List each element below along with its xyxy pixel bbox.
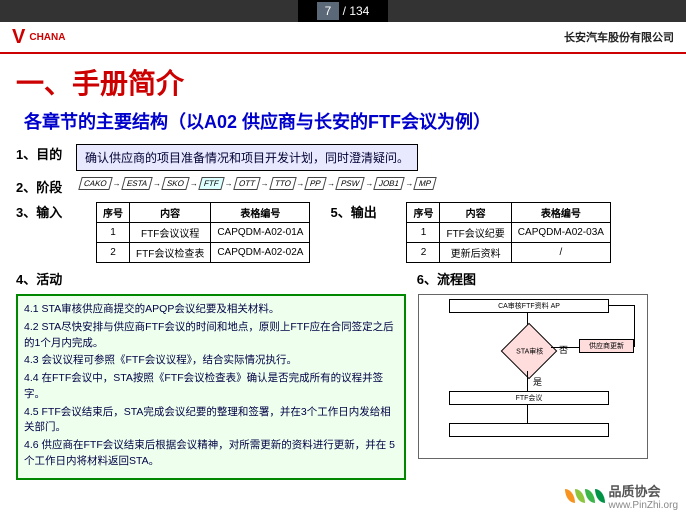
fc-node-3: FTF会议	[449, 391, 609, 405]
label-purpose: 1、目的	[16, 144, 76, 163]
heading-2: 各章节的主要结构（以A02 供应商与长安的FTF会议为例）	[16, 108, 670, 134]
label-phase: 2、阶段	[16, 177, 76, 196]
flowchart: CA审核FTF资料 AP STA审核 否 供应商更新 是 FTF会议	[418, 294, 648, 459]
fc-no: 否	[559, 343, 568, 356]
activity-item: 4.5 FTF会议结束后，STA完成会议纪要的整理和签署，并在3个工作日内发给相…	[24, 405, 398, 437]
wm-text-2: www.PinZhi.org	[609, 500, 678, 511]
page-current: 7	[317, 2, 340, 20]
content: 一、手册简介 各章节的主要结构（以A02 供应商与长安的FTF会议为例） 1、目…	[0, 54, 686, 488]
page-counter: 7 / 134	[298, 0, 388, 22]
activity-item: 4.2 STA尽快安排与供应商FTF会议的时间和地点，原则上FTF应在合同签定之…	[24, 320, 398, 352]
output-table: 序号内容表格编号1FTF会议纪要CAPQDM-A02-03A2更新后资料/	[406, 202, 610, 263]
phase-sko: SKO	[161, 177, 189, 190]
header: V CHANA 长安汽车股份有限公司	[0, 22, 686, 54]
input-table: 序号内容表格编号1FTF会议议程CAPQDM-A02-01A2FTF会议检查表C…	[96, 202, 310, 263]
fc-yes: 是	[533, 375, 542, 388]
fc-decision: STA审核	[501, 323, 558, 380]
logo-icon: V	[12, 26, 25, 49]
activity-item: 4.3 会议议程可参照《FTF会议议程》，结合实际情况执行。	[24, 353, 398, 369]
phases-container: CAKO→ESTA→SKO→FTF→OTT→TTO→PP→PSW→JOB1→MP	[80, 177, 435, 190]
page-total: 134	[349, 4, 369, 18]
activity-item: 4.1 STA审核供应商提交的APQP会议纪要及相关材料。	[24, 302, 398, 318]
phase-mp: MP	[414, 177, 437, 190]
logo-text: CHANA	[29, 32, 65, 43]
activity-item: 4.4 在FTF会议中，STA按照《FTF会议检查表》确认是否完成所有的议程并签…	[24, 371, 398, 403]
wm-text-1: 品质协会	[609, 481, 678, 500]
phase-tto: TTO	[269, 177, 296, 190]
phase-pp: PP	[305, 177, 327, 190]
watermark: 品质协会 www.PinZhi.org	[565, 481, 678, 511]
label-activity: 4、活动	[16, 269, 76, 288]
purpose-box: 确认供应商的项目准备情况和项目开发计划，同时澄清疑问。	[76, 144, 418, 171]
phase-ftf: FTF	[198, 177, 224, 190]
phase-cako: CAKO	[78, 177, 112, 190]
wm-logo-icon	[565, 489, 605, 503]
phase-ott: OTT	[233, 177, 260, 190]
fc-node-4	[449, 423, 609, 437]
row-purpose: 1、目的 确认供应商的项目准备情况和项目开发计划，同时澄清疑问。	[16, 144, 670, 171]
logo: V CHANA	[12, 26, 65, 49]
phase-psw: PSW	[335, 177, 365, 190]
phase-esta: ESTA	[121, 177, 153, 190]
fc-node-2: 供应商更新	[579, 339, 634, 353]
activities-box: 4.1 STA审核供应商提交的APQP会议纪要及相关材料。 4.2 STA尽快安排…	[16, 294, 406, 480]
activity-item: 4.6 供应商在FTF会议结束后根据会议精神，对所需更新的资料进行更新，并在 5…	[24, 438, 398, 470]
tables-row: 3、输入 序号内容表格编号1FTF会议议程CAPQDM-A02-01A2FTF会…	[16, 202, 670, 263]
label-output: 5、输出	[330, 202, 386, 221]
label-input: 3、输入	[16, 202, 76, 221]
company-name: 长安汽车股份有限公司	[564, 29, 674, 45]
heading-1: 一、手册简介	[16, 62, 670, 102]
row-phase: 2、阶段 CAKO→ESTA→SKO→FTF→OTT→TTO→PP→PSW→JO…	[16, 177, 670, 196]
section-4: 4.1 STA审核供应商提交的APQP会议纪要及相关材料。 4.2 STA尽快安排…	[16, 294, 670, 480]
label-flow: 6、流程图	[417, 269, 476, 288]
phase-job1: JOB1	[374, 177, 405, 190]
page-sep: /	[339, 4, 349, 18]
fc-node-1: CA审核FTF资料 AP	[449, 299, 609, 313]
